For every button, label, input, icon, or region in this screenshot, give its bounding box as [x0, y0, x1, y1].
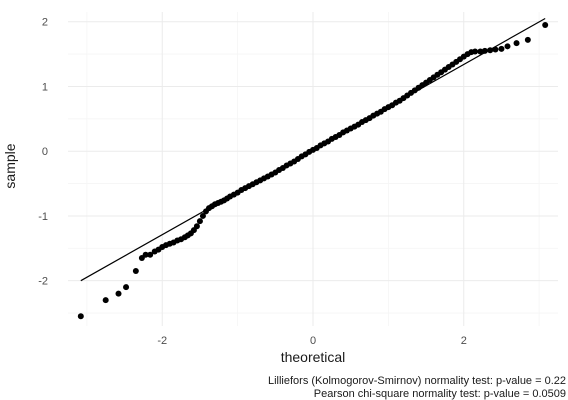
x-axis-ticks: -2 0 2 — [157, 335, 466, 347]
data-point — [193, 223, 200, 230]
y-axis-ticks: -2 -1 0 1 2 — [38, 17, 48, 288]
data-point — [123, 284, 130, 291]
data-point — [524, 36, 531, 43]
data-point — [102, 297, 109, 304]
points-layer — [77, 21, 549, 320]
y-axis-title: sample — [2, 143, 18, 188]
y-tick-label: -2 — [38, 276, 48, 288]
x-tick-label: -2 — [157, 335, 167, 347]
data-point — [504, 43, 511, 50]
data-point — [199, 212, 206, 219]
grid-layer — [68, 12, 558, 326]
data-point — [142, 251, 149, 258]
data-point — [472, 48, 479, 55]
data-point — [77, 313, 84, 320]
y-tick-label: 0 — [42, 146, 48, 158]
y-tick-label: -1 — [38, 211, 48, 223]
caption-line-1: Lilliefors (Kolmogorov-Smirnov) normalit… — [268, 375, 566, 387]
x-tick-label: 0 — [310, 335, 316, 347]
data-point — [481, 47, 488, 54]
data-point — [513, 40, 520, 47]
data-point — [492, 46, 499, 53]
data-point — [542, 21, 549, 28]
data-point — [132, 267, 139, 274]
data-point — [477, 48, 484, 55]
y-tick-label: 2 — [42, 17, 48, 29]
data-point — [115, 290, 122, 297]
data-point — [498, 45, 505, 52]
x-axis-title: theoretical — [281, 349, 346, 365]
y-tick-label: 1 — [42, 81, 48, 93]
data-point — [196, 218, 203, 225]
data-point — [147, 251, 154, 258]
caption-line-2: Pearson chi-square normality test: p-val… — [314, 388, 566, 400]
x-tick-label: 2 — [461, 335, 467, 347]
data-point — [487, 47, 494, 54]
